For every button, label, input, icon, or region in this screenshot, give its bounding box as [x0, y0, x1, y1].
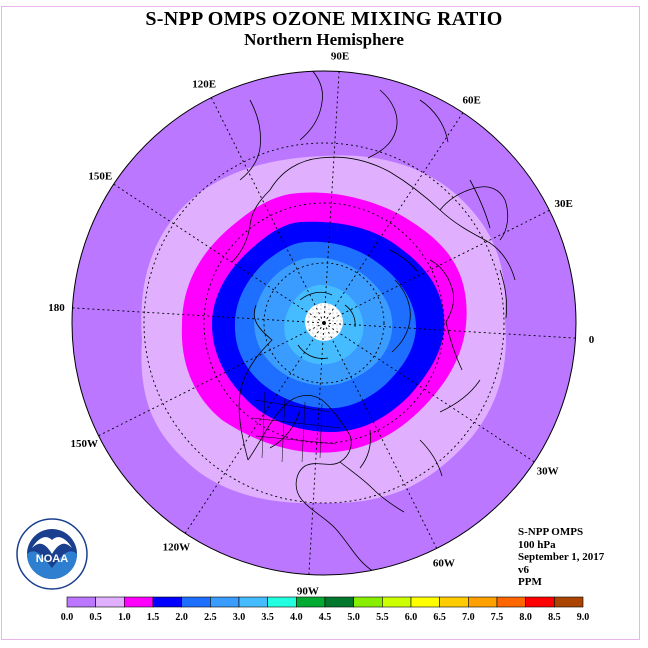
date-label: September 1, 2017: [518, 551, 605, 563]
colorbar-tick-label: 3.5: [261, 612, 274, 623]
colorbar-tick-label: 0.0: [61, 612, 74, 623]
map-boundary: [71, 70, 577, 576]
coastlines: [231, 71, 516, 575]
colorbar-swatch: [267, 596, 297, 608]
colorbar-tick-label: 4.0: [290, 612, 303, 623]
colorbar-tick-label: 1.5: [147, 612, 160, 623]
instrument-label: S-NPP OMPS: [518, 526, 584, 538]
pressure-level: 100 hPa: [518, 538, 556, 551]
graticule: [72, 71, 576, 575]
longitude-label: 60W: [433, 558, 455, 570]
latitude-circle: [143, 142, 505, 504]
colorbar-swatch: [324, 596, 354, 608]
colorbar-tick-label: 7.5: [491, 612, 504, 623]
map-subtitle: Northern Hemisphere: [244, 30, 404, 49]
colorbar-swatch: [181, 596, 211, 608]
latitude-circle: [203, 202, 445, 444]
state-borders: [251, 391, 341, 463]
colorbar-swatch: [296, 596, 326, 608]
meridian-line: [113, 183, 325, 324]
colorbar-tick-label: 6.0: [405, 612, 418, 623]
longitude-label: 120W: [163, 542, 191, 554]
colorbar-swatch: [439, 596, 469, 608]
noaa-logo: NOAA: [16, 518, 88, 590]
figure-frame: [1, 6, 640, 640]
info-block: S-NPP OMPS 100 hPa September 1, 2017 v6 …: [518, 526, 604, 589]
colorbar-tick-label: 6.5: [433, 612, 446, 623]
meridian-line: [323, 322, 438, 549]
meridian-line: [323, 71, 340, 324]
colorbar-tick-label: 4.5: [319, 612, 332, 623]
longitude-label: 120E: [192, 78, 216, 90]
noaa-logo-text: NOAA: [36, 553, 68, 565]
colorbar-swatch: [496, 596, 526, 608]
meridian-line: [323, 322, 576, 339]
longitude-label: 30W: [537, 466, 559, 478]
colorbar-tick-label: 8.5: [548, 612, 561, 623]
colorbar-tick-label: 2.0: [175, 612, 188, 623]
longitude-label: 150E: [88, 170, 112, 182]
version-label: v6: [518, 563, 529, 576]
map-title: S-NPP OMPS OZONE MIXING RATIO: [145, 8, 503, 30]
colorbar-tick-label: 0.5: [89, 612, 102, 623]
colorbar-tick-label: 7.0: [462, 612, 475, 623]
longitude-label: 90W: [297, 586, 319, 598]
colorbar-tick-label: 9.0: [577, 612, 590, 623]
units-label: PPM: [518, 576, 542, 588]
latitude-circle: [263, 262, 385, 384]
longitude-label: 150W: [71, 438, 99, 450]
meridian-line: [184, 322, 325, 534]
colorbar-tick-label: 3.0: [233, 612, 246, 623]
colorbar-swatch: [210, 596, 240, 608]
meridian-line: [323, 112, 464, 324]
colorbar-swatch: [238, 596, 268, 608]
colorbar-swatch: [554, 596, 584, 608]
colorbar-swatch: [410, 596, 440, 608]
colorbar-tick-label: 1.0: [118, 612, 131, 623]
colorbar-tick-label: 5.0: [347, 612, 360, 623]
colorbar-swatch: [525, 596, 555, 608]
meridian-line: [308, 322, 325, 575]
colorbar-swatch: [382, 596, 412, 608]
meridian-line: [323, 209, 550, 324]
colorbar-swatch: [468, 596, 498, 608]
colorbar-swatch: [124, 596, 154, 608]
colorbar-tick-label: 8.0: [519, 612, 532, 623]
longitude-label: 0: [589, 334, 595, 346]
colorbar-swatch: [353, 596, 383, 608]
meridian-line: [72, 307, 325, 324]
colorbar-swatch: [95, 596, 125, 608]
longitude-label: 180: [48, 302, 65, 314]
colorbar-swatch: [152, 596, 182, 608]
colorbar-tick-label: 5.5: [376, 612, 389, 623]
meridian-line: [210, 97, 325, 324]
meridian-line: [98, 322, 325, 437]
longitude-label: 90E: [331, 50, 349, 62]
meridian-line: [323, 322, 535, 463]
longitude-label: 60E: [463, 94, 481, 106]
longitude-label: 30E: [555, 198, 573, 210]
longitude-labels: 90E 60E 30E 0 30W 60W 90W 120W 150W 180 150E 120E: [48, 50, 595, 597]
colorbar-swatch: [66, 596, 96, 608]
colorbar-tick-label: 2.5: [204, 612, 217, 623]
